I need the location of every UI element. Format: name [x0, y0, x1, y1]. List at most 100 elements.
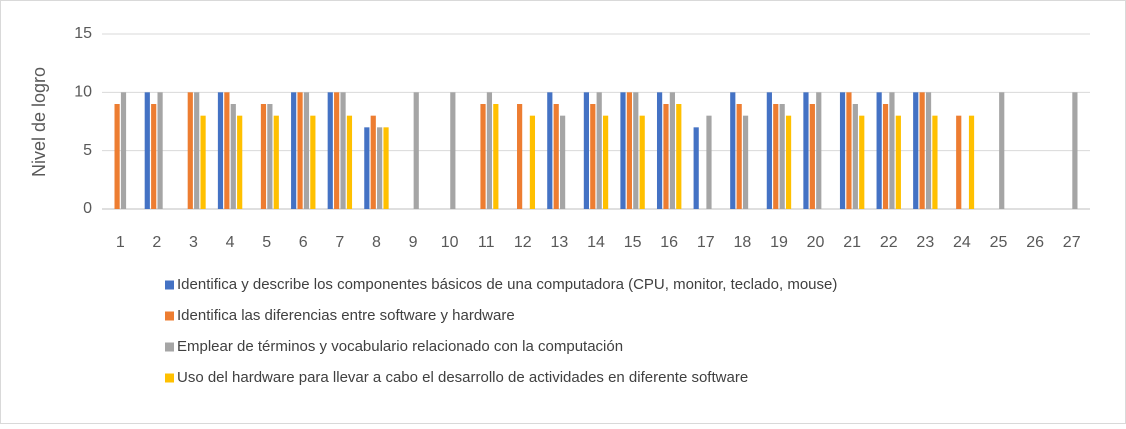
x-tick-label: 9: [409, 234, 418, 251]
bar: [736, 104, 742, 209]
bar: [194, 92, 200, 209]
bar: [603, 115, 609, 209]
x-tick-label: 22: [880, 234, 898, 251]
bar: [919, 92, 925, 209]
bar: [230, 104, 236, 209]
bar: [340, 92, 346, 209]
bar: [157, 92, 163, 209]
x-tick-label: 11: [478, 234, 495, 251]
bar: [852, 104, 858, 209]
x-tick-label: 20: [807, 234, 825, 251]
bar: [859, 115, 865, 209]
bar: [364, 127, 370, 209]
bar: [895, 115, 901, 209]
x-tick-label: 15: [624, 234, 642, 251]
bar: [334, 92, 340, 209]
bar: [846, 92, 852, 209]
bar: [663, 104, 669, 209]
bar: [742, 115, 749, 209]
bar: [669, 92, 675, 209]
bar: [803, 92, 809, 209]
legend-swatch: [165, 342, 174, 352]
x-tick-label: 17: [697, 234, 715, 251]
bar: [956, 115, 962, 209]
bar: [1072, 92, 1078, 209]
bar: [656, 92, 663, 209]
bar: [151, 104, 157, 209]
bar: [932, 115, 938, 209]
bar: [839, 92, 846, 209]
bar: [889, 92, 895, 209]
bar: [590, 104, 596, 209]
bar: [413, 92, 419, 209]
x-tick-label: 13: [551, 234, 569, 251]
bar: [114, 104, 120, 209]
bar: [486, 92, 493, 209]
y-tick-label: 15: [74, 25, 92, 42]
bar: [779, 104, 785, 209]
bar: [816, 92, 822, 209]
bar: [876, 92, 882, 209]
bar: [237, 115, 243, 209]
bar: [633, 92, 639, 209]
x-tick-label: 14: [587, 234, 605, 251]
x-tick-label: 6: [299, 234, 308, 251]
bar: [925, 92, 932, 209]
x-tick-label: 2: [152, 234, 161, 251]
bar: [968, 115, 975, 209]
bar: [327, 92, 333, 209]
x-tick-label: 27: [1063, 234, 1081, 251]
legend-label: Identifica y describe los componentes bá…: [177, 276, 837, 293]
x-tick-label: 3: [189, 234, 198, 251]
bar: [200, 115, 206, 209]
x-tick-label: 4: [226, 234, 235, 251]
bar: [267, 104, 273, 209]
bar: [273, 115, 279, 209]
legend-label: Emplear de términos y vocabulario relaci…: [177, 338, 623, 355]
x-tick-label: 12: [514, 234, 532, 251]
x-tick-label: 18: [733, 234, 751, 251]
bar: [480, 104, 486, 209]
bar: [120, 92, 127, 209]
bar: [187, 92, 193, 209]
bar: [583, 92, 589, 209]
bar: [377, 127, 383, 209]
x-tick-label: 19: [770, 234, 788, 251]
bar: [224, 92, 230, 209]
x-tick-label: 23: [916, 234, 934, 251]
bar: [217, 92, 224, 209]
x-tick-label: 16: [660, 234, 678, 251]
legend-label: Uso del hardware para llevar a cabo el d…: [177, 369, 748, 386]
bar: [620, 92, 626, 209]
bar: [676, 104, 682, 209]
bar: [553, 104, 559, 209]
bar: [560, 115, 566, 209]
bar: [626, 92, 632, 209]
bar: [144, 92, 150, 209]
bar: [693, 127, 699, 209]
bar: [596, 92, 602, 209]
bar: [913, 92, 919, 209]
bar: [882, 104, 889, 209]
bar: [297, 92, 303, 209]
y-tick-label: 0: [83, 200, 92, 217]
x-tick-label: 21: [843, 234, 861, 251]
y-axis-label: Nivel de logro: [29, 67, 49, 177]
bar: [785, 115, 792, 209]
bar: [529, 115, 536, 209]
y-tick-label: 10: [74, 84, 92, 101]
bar: [291, 92, 297, 209]
x-tick-label: 26: [1026, 234, 1044, 251]
x-tick-label: 7: [335, 234, 344, 251]
bar: [766, 92, 772, 209]
bar: [773, 104, 779, 209]
bar: [517, 104, 523, 209]
bar: [260, 104, 267, 209]
legend-swatch: [165, 280, 174, 290]
bar: [303, 92, 310, 209]
bar: [370, 115, 376, 209]
bar: [730, 92, 736, 209]
legend-swatch: [165, 311, 174, 321]
bar: [493, 104, 499, 209]
